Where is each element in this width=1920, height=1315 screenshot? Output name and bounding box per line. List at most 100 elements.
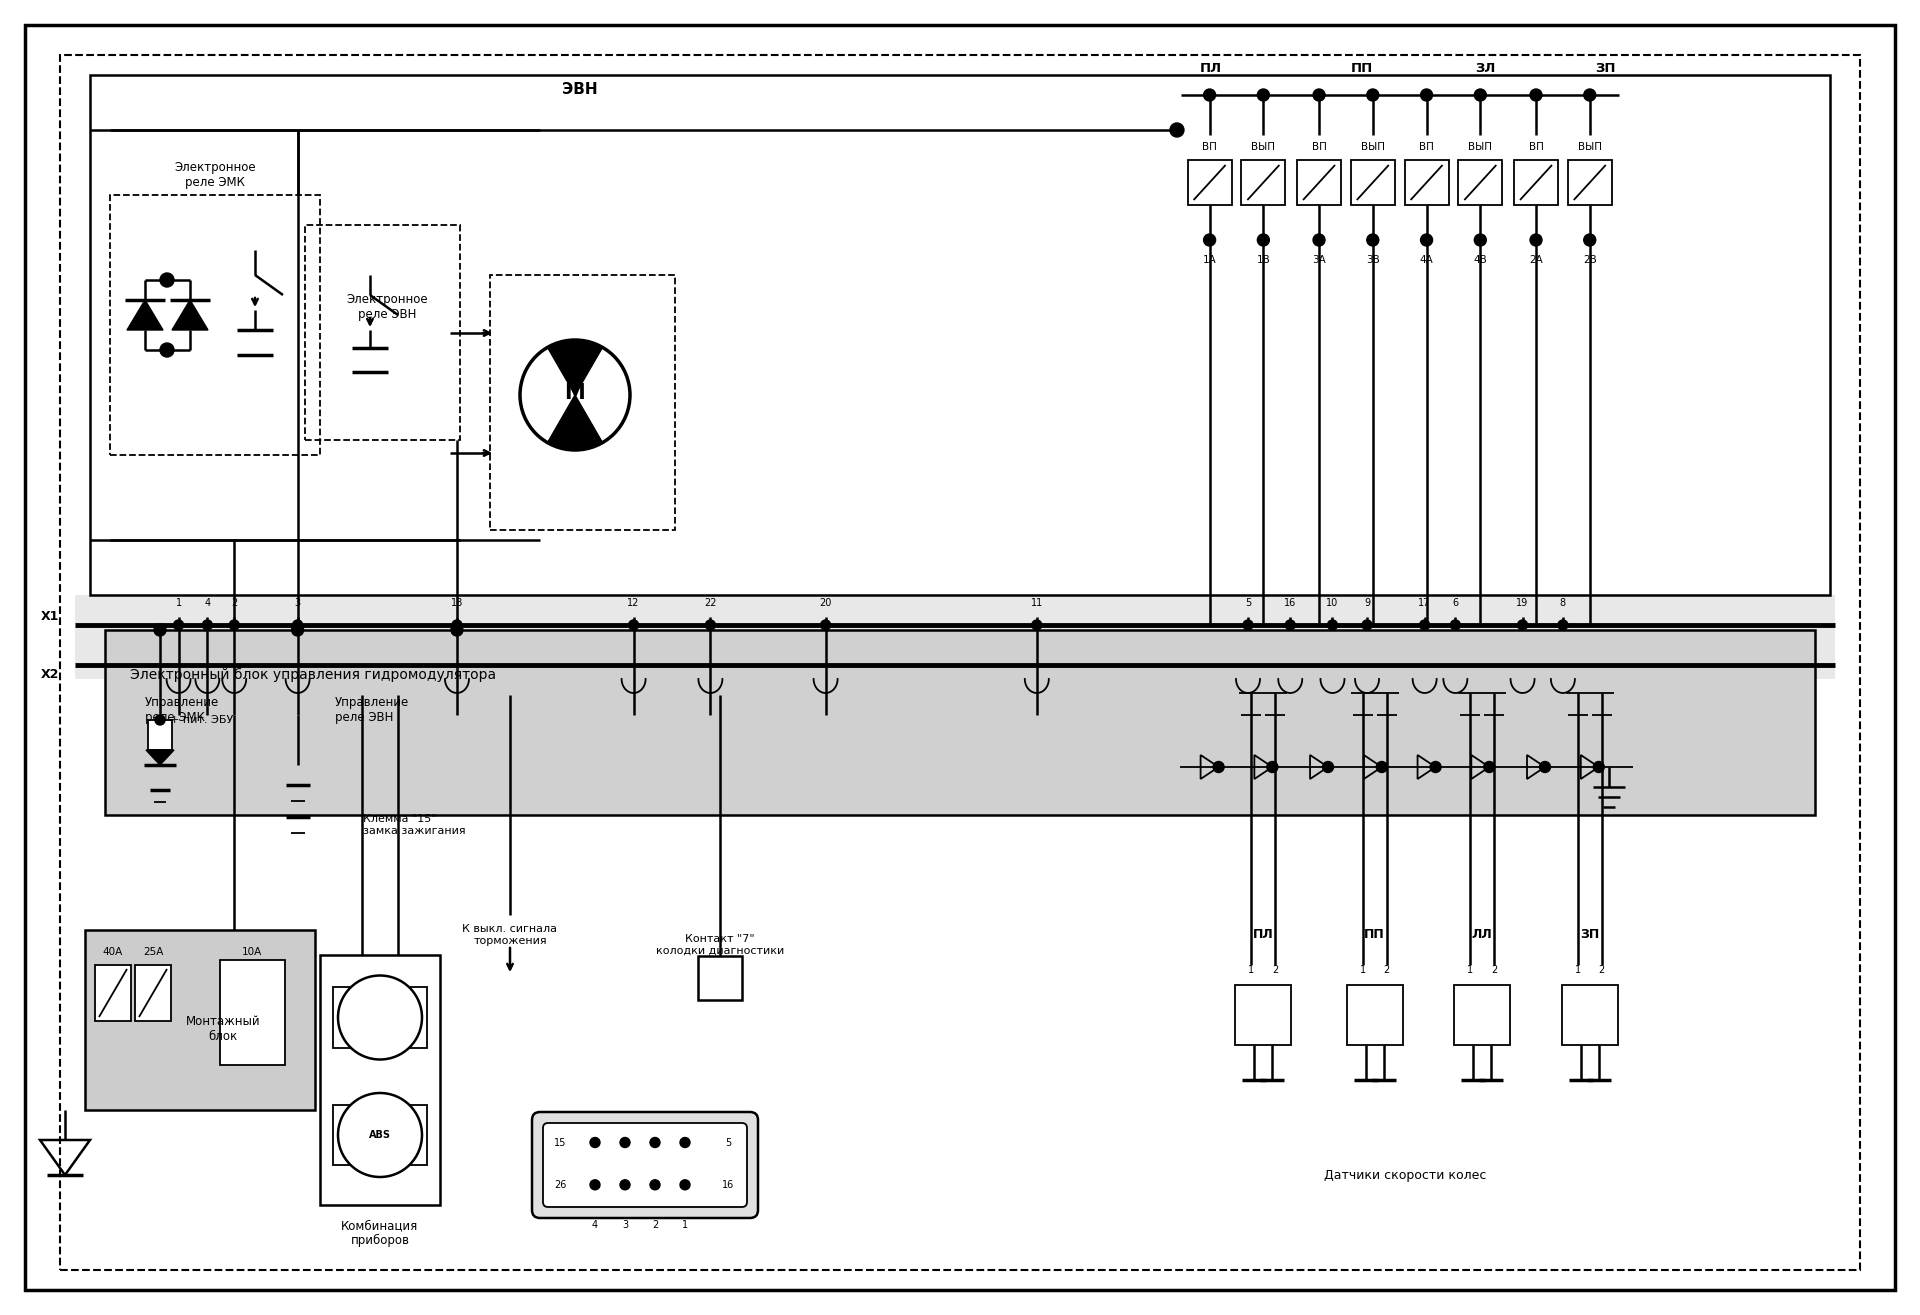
- Text: 2: 2: [1599, 965, 1605, 974]
- Circle shape: [1419, 619, 1430, 630]
- Text: 26: 26: [553, 1180, 566, 1190]
- Circle shape: [1530, 234, 1542, 246]
- Text: 1В: 1В: [1256, 255, 1271, 266]
- Polygon shape: [127, 300, 163, 330]
- Text: ВП: ВП: [1311, 142, 1327, 153]
- Text: ВП: ВП: [1528, 142, 1544, 153]
- Bar: [699, 956, 741, 999]
- Text: 6: 6: [1452, 598, 1459, 608]
- Circle shape: [202, 619, 213, 630]
- Text: ABS: ABS: [369, 1130, 392, 1140]
- Bar: [1242, 160, 1284, 205]
- Circle shape: [1204, 89, 1215, 101]
- Text: ВЫП: ВЫП: [1469, 142, 1492, 153]
- Bar: [1405, 160, 1448, 205]
- Bar: [84, 930, 315, 1110]
- Text: 4А: 4А: [1419, 255, 1434, 266]
- Circle shape: [1284, 619, 1296, 630]
- Text: 1: 1: [1574, 965, 1580, 974]
- Bar: [221, 960, 284, 1065]
- Text: 1: 1: [1359, 965, 1365, 974]
- Bar: [1515, 160, 1557, 205]
- Circle shape: [1213, 761, 1225, 772]
- Circle shape: [1267, 761, 1279, 772]
- Text: 3А: 3А: [1311, 255, 1327, 266]
- Text: 5: 5: [1244, 598, 1252, 608]
- Bar: [305, 225, 461, 441]
- Circle shape: [620, 1180, 630, 1190]
- Text: К выкл. сигнала
торможения: К выкл. сигнала торможения: [463, 924, 557, 945]
- Circle shape: [1313, 234, 1325, 246]
- Bar: [1569, 160, 1611, 205]
- Circle shape: [1258, 89, 1269, 101]
- Text: ВЫП: ВЫП: [1578, 142, 1601, 153]
- Circle shape: [1031, 619, 1043, 630]
- Text: 4: 4: [204, 598, 211, 608]
- Text: X2: X2: [40, 668, 60, 681]
- Text: 1: 1: [175, 598, 182, 608]
- Text: ВП: ВП: [1202, 142, 1217, 153]
- Text: ПЛ: ПЛ: [1254, 928, 1273, 942]
- FancyBboxPatch shape: [532, 1112, 758, 1218]
- Circle shape: [1421, 89, 1432, 101]
- Circle shape: [159, 274, 175, 287]
- Circle shape: [1327, 619, 1338, 630]
- Circle shape: [1421, 234, 1432, 246]
- Text: 1: 1: [1467, 965, 1473, 974]
- Text: 2: 2: [230, 598, 238, 608]
- Text: 16: 16: [1284, 598, 1296, 608]
- Bar: [90, 75, 1830, 594]
- Text: ЗП: ЗП: [1580, 928, 1599, 942]
- Circle shape: [1430, 761, 1442, 772]
- Text: Электронное
реле ЭВН: Электронное реле ЭВН: [348, 293, 428, 321]
- Text: Монтажный
блок: Монтажный блок: [186, 1015, 261, 1043]
- Circle shape: [1484, 761, 1496, 772]
- Text: 4: 4: [591, 1220, 597, 1230]
- Text: X1: X1: [40, 610, 60, 623]
- Text: 2: 2: [1384, 965, 1390, 974]
- Bar: [490, 275, 676, 530]
- Text: 40А: 40А: [104, 947, 123, 957]
- Text: Управление
реле ЭМК: Управление реле ЭМК: [146, 696, 219, 725]
- Text: 1А: 1А: [1202, 255, 1217, 266]
- Bar: [1298, 160, 1340, 205]
- FancyBboxPatch shape: [543, 1123, 747, 1207]
- Text: М: М: [564, 383, 586, 402]
- Circle shape: [1517, 619, 1528, 630]
- Text: ВЫП: ВЫП: [1361, 142, 1384, 153]
- Bar: [1459, 160, 1501, 205]
- Circle shape: [589, 1180, 599, 1190]
- Text: Датчики скорости колес: Датчики скорости колес: [1323, 1169, 1486, 1181]
- Text: 11: 11: [1031, 598, 1043, 608]
- Circle shape: [338, 976, 422, 1060]
- Circle shape: [1313, 89, 1325, 101]
- Text: 9: 9: [1363, 598, 1371, 608]
- Text: ЭВН: ЭВН: [563, 83, 597, 97]
- Bar: [332, 1105, 426, 1165]
- Bar: [75, 594, 1836, 636]
- Circle shape: [1204, 234, 1215, 246]
- Polygon shape: [146, 750, 175, 765]
- Bar: [1188, 160, 1231, 205]
- Text: 5: 5: [726, 1137, 732, 1148]
- Wedge shape: [547, 341, 603, 394]
- Text: Электронное
реле ЭМК: Электронное реле ЭМК: [175, 160, 255, 189]
- Text: 12: 12: [628, 598, 639, 608]
- Text: 22: 22: [705, 598, 716, 608]
- Text: Контакт "7"
колодки диагностики: Контакт "7" колодки диагностики: [657, 934, 783, 956]
- Circle shape: [451, 619, 463, 630]
- Text: 16: 16: [722, 1180, 733, 1190]
- Bar: [148, 721, 173, 750]
- Circle shape: [228, 619, 240, 630]
- Bar: [109, 195, 321, 455]
- Circle shape: [156, 715, 165, 725]
- Circle shape: [1450, 619, 1461, 630]
- Bar: [75, 634, 1836, 679]
- Circle shape: [173, 619, 184, 630]
- Text: Электронный блок управления гидромодулятора: Электронный блок управления гидромодулят…: [131, 668, 495, 682]
- Wedge shape: [547, 394, 603, 450]
- Circle shape: [1367, 89, 1379, 101]
- Circle shape: [820, 619, 831, 630]
- Circle shape: [1242, 619, 1254, 630]
- Bar: [94, 965, 131, 1020]
